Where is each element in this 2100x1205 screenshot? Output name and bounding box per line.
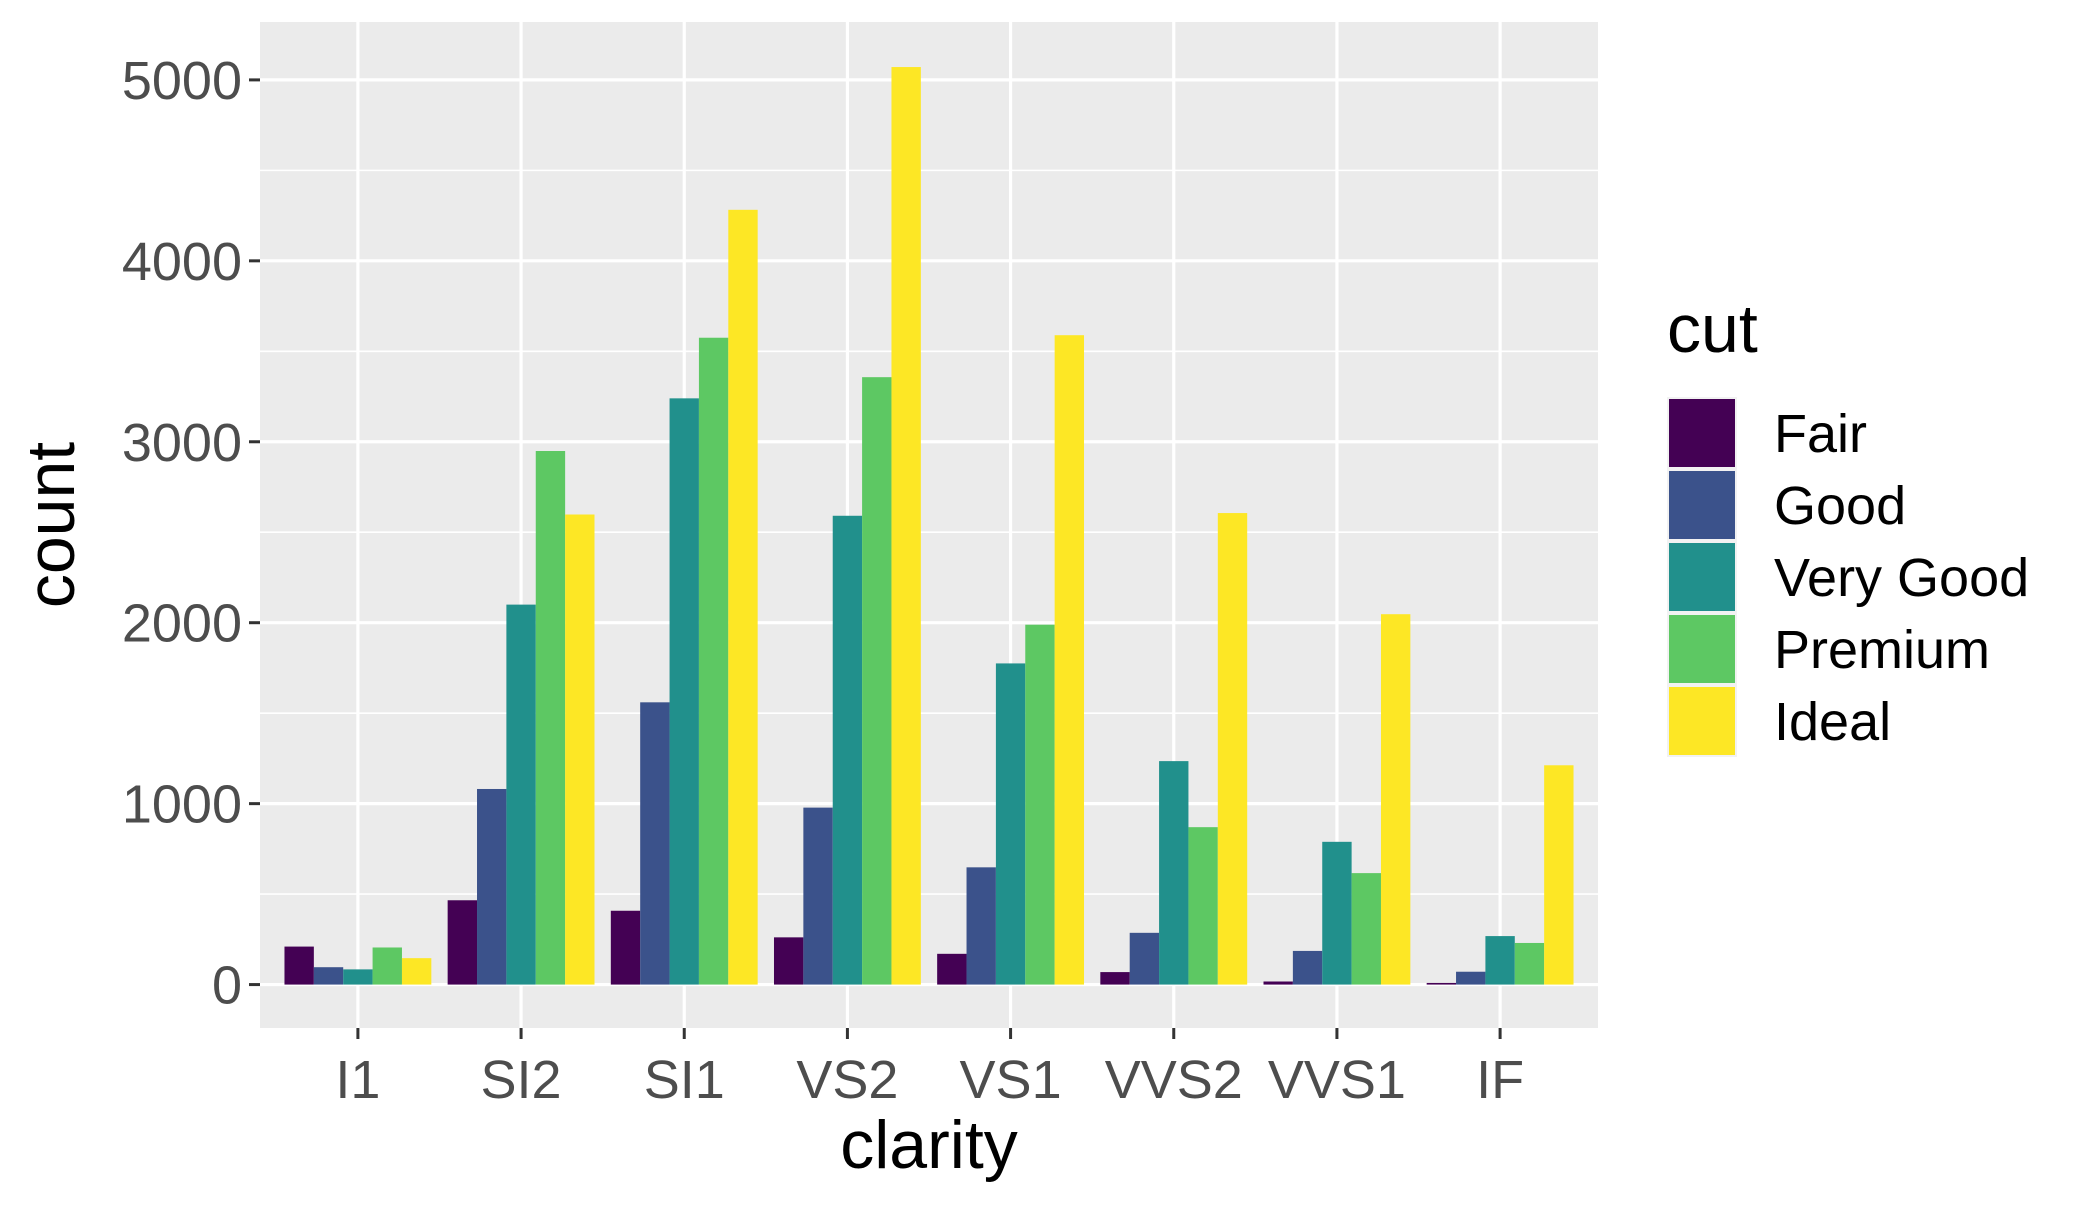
bar-fair xyxy=(1263,981,1293,985)
bar-very-good xyxy=(1159,761,1189,985)
bar-fair xyxy=(773,937,804,985)
legend-swatch-good xyxy=(1669,471,1735,539)
bar-good xyxy=(966,867,996,985)
bar-premium xyxy=(1025,624,1055,985)
y-tick-label: 1000 xyxy=(122,775,242,835)
x-axis: I1 SI2 SI1 VS2 VS1 VVS2 VVS1 IF xyxy=(335,1028,1524,1110)
bar-fair xyxy=(610,910,641,985)
y-tick-label: 0 xyxy=(212,956,242,1016)
legend-title: cut xyxy=(1667,291,1758,367)
bar-good xyxy=(1456,971,1486,985)
x-tick-label: VS2 xyxy=(796,1050,898,1110)
bar-very-good xyxy=(506,604,536,985)
x-tick-label: VVS1 xyxy=(1268,1050,1406,1110)
bar-fair xyxy=(937,953,967,985)
y-tick-label: 5000 xyxy=(122,51,242,111)
x-tick-label: I1 xyxy=(335,1050,380,1110)
bar-good xyxy=(640,702,670,985)
legend-label-good: Good xyxy=(1774,476,1906,536)
bar-very-good xyxy=(1322,841,1352,985)
bar-premium xyxy=(372,947,402,985)
y-tick-label: 3000 xyxy=(122,413,242,473)
bar-ideal xyxy=(1380,614,1411,985)
bar-premium xyxy=(862,377,892,985)
y-tick-label: 2000 xyxy=(122,594,242,654)
bar-fair xyxy=(1426,982,1457,985)
x-axis-title: clarity xyxy=(840,1107,1018,1183)
x-tick-label: SI1 xyxy=(644,1050,725,1110)
bar-very-good xyxy=(832,515,863,985)
bar-good xyxy=(803,807,833,985)
y-tick-label: 4000 xyxy=(122,232,242,292)
bar-good xyxy=(313,967,344,985)
y-axis-title: count xyxy=(13,442,89,608)
bar-ideal xyxy=(565,514,595,985)
bar-very-good xyxy=(669,398,699,985)
bar-ideal xyxy=(1054,335,1085,985)
legend-swatch-premium xyxy=(1669,615,1735,683)
legend-swatch-ideal xyxy=(1669,687,1735,755)
bar-good xyxy=(477,788,507,985)
legend-swatch-fair xyxy=(1669,399,1735,467)
y-axis: 0 1000 2000 3000 4000 5000 xyxy=(122,51,260,1016)
bar-ideal xyxy=(1544,765,1574,985)
bar-ideal xyxy=(728,209,758,985)
bar-ideal xyxy=(401,958,432,985)
bar-very-good xyxy=(995,663,1026,985)
bar-ideal xyxy=(1217,513,1248,985)
x-tick-label: VVS2 xyxy=(1105,1050,1243,1110)
bars-group xyxy=(284,67,1574,985)
legend-label-premium: Premium xyxy=(1774,620,1990,680)
legend: cut Fair Good Very Good Premium Ideal xyxy=(1667,291,2029,757)
bar-fair xyxy=(447,900,478,985)
bar-fair xyxy=(284,946,314,985)
bar-good xyxy=(1129,932,1160,985)
bar-premium xyxy=(535,450,566,985)
x-tick-label: IF xyxy=(1476,1050,1524,1110)
bar-ideal xyxy=(891,67,921,985)
bar-premium xyxy=(698,337,729,985)
bar-premium xyxy=(1188,827,1218,985)
bar-premium xyxy=(1514,942,1545,985)
x-tick-label: SI2 xyxy=(481,1050,562,1110)
x-tick-label: VS1 xyxy=(960,1050,1062,1110)
bar-very-good xyxy=(1485,936,1515,985)
legend-label-very-good: Very Good xyxy=(1774,548,2029,608)
bar-fair xyxy=(1100,972,1130,985)
bar-very-good xyxy=(343,969,373,985)
legend-label-fair: Fair xyxy=(1774,404,1867,464)
bar-good xyxy=(1292,950,1323,985)
legend-swatch-very-good xyxy=(1669,543,1735,611)
bar-premium xyxy=(1351,873,1381,985)
legend-label-ideal: Ideal xyxy=(1774,692,1891,752)
